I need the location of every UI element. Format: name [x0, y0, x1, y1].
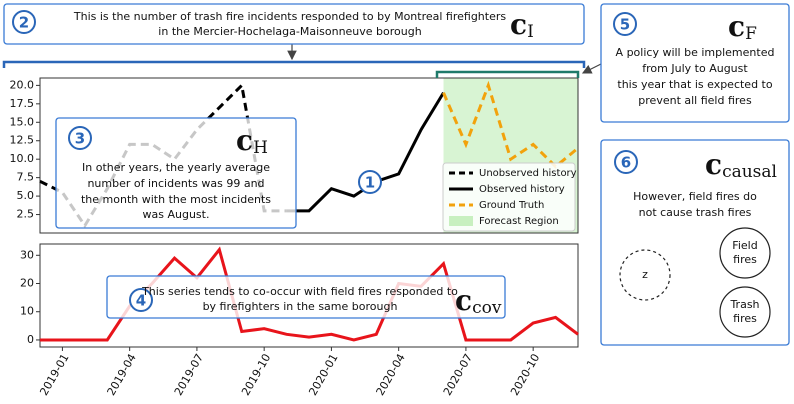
symbol-main: c	[705, 148, 722, 181]
plot-frame	[39, 243, 579, 348]
symbol-sub: H	[253, 138, 268, 158]
annotation-text: prevent all field fires	[638, 94, 752, 107]
y-tick-label: 10.0	[10, 152, 35, 165]
y-tick-label: 0	[27, 333, 34, 346]
symbol-main: c	[728, 10, 745, 43]
annotation-box	[600, 3, 790, 123]
number-badge	[129, 288, 153, 312]
y-tick-label: 7.5	[17, 171, 35, 184]
number-badge	[358, 170, 382, 194]
symbol-sub: cov	[472, 298, 502, 318]
symbol-main: c	[236, 124, 253, 157]
legend-swatch	[449, 216, 473, 226]
symbol: cI	[510, 8, 534, 42]
number-badge	[68, 126, 92, 150]
annotation-text: was August.	[143, 208, 210, 221]
annotations: 1 2 This is the number of trash fire incid…	[2, 3, 790, 346]
y-tick-label: 15.0	[10, 115, 35, 128]
graph-node-label: Field	[732, 239, 757, 252]
number-badge	[614, 150, 638, 174]
annotation-text: not cause trash fires	[639, 206, 752, 219]
number-badge	[12, 10, 36, 34]
number-label: 3	[75, 130, 85, 148]
graph-node-label: z	[642, 268, 648, 281]
y-tick-label: 30	[20, 248, 34, 261]
y-tick-label: 12.5	[10, 134, 35, 147]
annotation-text: by firefighters in the same borough	[203, 300, 398, 313]
number-label: 2	[19, 14, 29, 32]
symbol-main: c	[455, 284, 472, 317]
annotation-text: the month with the most incidents	[81, 193, 271, 206]
legend-label: Forecast Region	[479, 216, 559, 227]
graph-node	[719, 227, 771, 279]
annotation-text: from July to August	[642, 62, 748, 75]
annotation-text: number of incidents was 99 and	[87, 177, 264, 190]
annotation-text: However, field fires do	[633, 190, 757, 203]
graph-node-label: fires	[733, 253, 757, 266]
symbol: cF	[728, 10, 757, 44]
annotation-text: in the Mercier-Hochelaga-Maisonneuve bor…	[158, 25, 421, 38]
y-tick-label: 17.5	[10, 97, 35, 110]
symbol: cH	[236, 124, 268, 158]
number-label: 4	[136, 292, 146, 310]
symbol-sub: I	[527, 22, 534, 42]
annotation-box	[55, 117, 297, 229]
number-label: 6	[621, 154, 631, 172]
legend-box	[442, 162, 576, 232]
y-tick-label: 10	[20, 305, 34, 318]
symbol: ccov	[455, 284, 502, 318]
arrow	[581, 63, 602, 74]
annotation-text: This is the number of trash fire inciden…	[73, 10, 507, 23]
legend-label: Ground Truth	[479, 200, 544, 211]
graph-node-label: fires	[733, 312, 757, 325]
y-tick-label: 5.0	[17, 189, 35, 202]
legend-label: Unobserved history	[479, 168, 577, 179]
annotation-box	[3, 3, 585, 45]
y-tick-label: 2.5	[17, 208, 35, 221]
y-tick-label: 20.0	[10, 78, 35, 91]
symbol-sub: causal	[722, 162, 777, 182]
graph-node	[719, 286, 771, 338]
graph-node-label: Trash	[729, 298, 759, 311]
annotation-text: this year that is expected to	[617, 78, 772, 91]
number-label: 1	[365, 174, 375, 192]
symbol-sub: F	[745, 24, 757, 44]
annotation-text: In other years, the yearly average	[82, 161, 270, 174]
legend-label: Observed history	[479, 184, 565, 195]
y-tick-label: 20	[20, 277, 34, 290]
symbol-main: c	[510, 8, 527, 41]
symbol: ccausal	[705, 148, 777, 182]
annotation-text: This series tends to co-occur with field…	[141, 285, 458, 298]
annotation-text: A policy will be implemented	[616, 46, 775, 59]
forecast-bracket	[435, 70, 580, 78]
graph-node	[619, 249, 671, 301]
plot-frame	[39, 77, 579, 234]
number-badge	[613, 12, 637, 36]
number-label: 5	[620, 16, 630, 34]
annotation-box	[106, 275, 506, 319]
